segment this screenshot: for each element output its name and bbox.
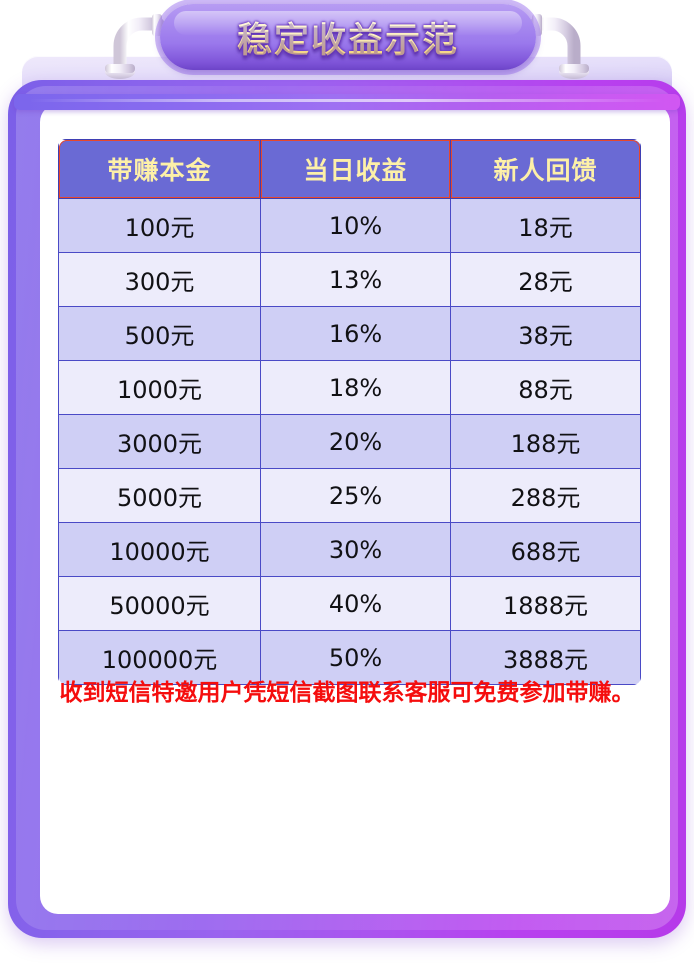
table-row: 5000元 25% 288元 [58, 468, 641, 523]
cell-principal: 5000元 [58, 468, 261, 523]
cell-principal: 1000元 [58, 360, 261, 415]
cell-principal: 3000元 [58, 414, 261, 469]
cell-daily-return: 40% [260, 576, 451, 631]
card-lid-sheen [30, 99, 664, 102]
title-banner: 稳定收益示范 [160, 4, 536, 70]
table-row: 10000元 30% 688元 [58, 522, 641, 577]
page-title: 稳定收益示范 [237, 12, 459, 63]
cell-daily-return: 20% [260, 414, 451, 469]
cell-newcomer-bonus: 88元 [450, 360, 641, 415]
cell-principal: 50000元 [58, 576, 261, 631]
table-row: 100000元 50% 3888元 [58, 630, 641, 685]
cell-daily-return: 13% [260, 252, 451, 307]
cell-newcomer-bonus: 288元 [450, 468, 641, 523]
column-header-newcomer-bonus: 新人回馈 [450, 139, 641, 199]
column-header-daily-return: 当日收益 [260, 139, 451, 199]
table-row: 300元 13% 28元 [58, 252, 641, 307]
table-row: 100元 10% 18元 [58, 198, 641, 253]
footer-note: 收到短信特邀用户凭短信截图联系客服可免费参加带赚。 [59, 680, 635, 706]
cell-daily-return: 25% [260, 468, 451, 523]
cell-daily-return: 10% [260, 198, 451, 253]
pipe-elbow-icon-right [526, 6, 590, 86]
table-body: 100元 10% 18元 300元 13% 28元 500元 16% 38元 1… [58, 198, 641, 685]
table-row: 500元 16% 38元 [58, 306, 641, 361]
rate-table: 带赚本金 当日收益 新人回馈 100元 10% 18元 300元 13% 28元… [58, 139, 641, 685]
pipe-elbow-icon-left [104, 6, 168, 86]
table-row: 1000元 18% 88元 [58, 360, 641, 415]
table-row: 50000元 40% 1888元 [58, 576, 641, 631]
cell-daily-return: 16% [260, 306, 451, 361]
table-header: 带赚本金 当日收益 新人回馈 [58, 139, 641, 199]
cell-principal: 100000元 [58, 630, 261, 685]
cell-newcomer-bonus: 3888元 [450, 630, 641, 685]
cell-newcomer-bonus: 28元 [450, 252, 641, 307]
cell-daily-return: 50% [260, 630, 451, 685]
cell-daily-return: 30% [260, 522, 451, 577]
cell-principal: 10000元 [58, 522, 261, 577]
cell-principal: 300元 [58, 252, 261, 307]
table-row: 3000元 20% 188元 [58, 414, 641, 469]
cell-newcomer-bonus: 18元 [450, 198, 641, 253]
column-header-principal: 带赚本金 [58, 139, 261, 199]
cell-newcomer-bonus: 688元 [450, 522, 641, 577]
cell-newcomer-bonus: 38元 [450, 306, 641, 361]
cell-daily-return: 18% [260, 360, 451, 415]
cell-newcomer-bonus: 188元 [450, 414, 641, 469]
rate-table-container: 带赚本金 当日收益 新人回馈 100元 10% 18元 300元 13% 28元… [58, 139, 641, 685]
card-lid-front-edge [14, 94, 680, 110]
cell-newcomer-bonus: 1888元 [450, 576, 641, 631]
table-header-row: 带赚本金 当日收益 新人回馈 [58, 139, 641, 199]
cell-principal: 500元 [58, 306, 261, 361]
cell-principal: 100元 [58, 198, 261, 253]
